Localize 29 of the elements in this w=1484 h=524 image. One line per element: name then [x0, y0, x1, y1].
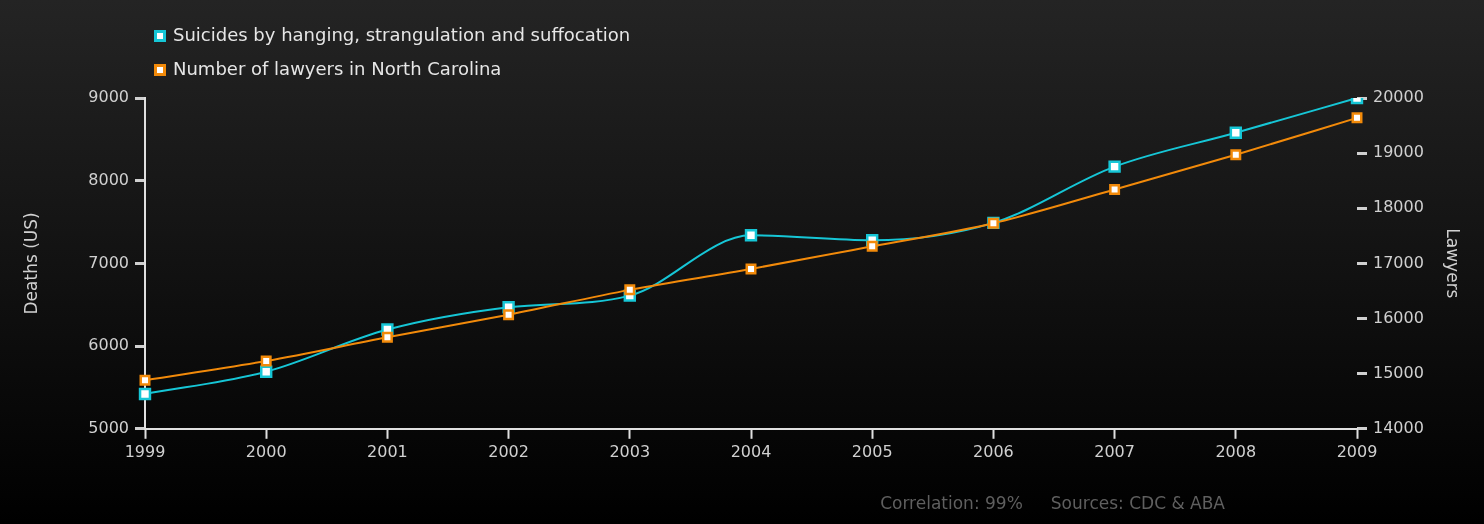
x-tick-label: 2000: [245, 441, 287, 461]
y-tick-label: 6000: [88, 335, 129, 355]
x-tick-label: 2004: [730, 441, 772, 461]
y2-tick-label: 16000: [1373, 307, 1424, 327]
y2-tick-label: 15000: [1373, 362, 1424, 382]
x-tick-label: 2008: [1215, 441, 1257, 461]
x-tick-label: 2007: [1094, 441, 1135, 461]
x-tick-label: 2003: [609, 441, 651, 461]
source-note: Sources: CDC & ABA: [1050, 493, 1226, 514]
y2-tick-label: 20000: [1373, 87, 1424, 107]
y2-axis-title: Lawyers: [1443, 228, 1464, 299]
x-tick-label: 2006: [973, 441, 1014, 461]
y-tick-label: 5000: [88, 417, 129, 437]
y-axis-title: Deaths (US): [20, 212, 41, 315]
y2-tick-label: 18000: [1373, 197, 1424, 217]
y-tick-label: 7000: [88, 252, 129, 272]
legend-label: Number of lawyers in North Carolina: [173, 57, 502, 79]
text: Correlation: 99%: [880, 493, 1023, 514]
y2-tick-label: 14000: [1373, 417, 1424, 437]
x-tick-label: 2002: [488, 441, 529, 461]
y-tick-label: 8000: [88, 169, 129, 189]
y-tick-label: 9000: [88, 87, 129, 107]
x-tick-label: 2001: [367, 441, 408, 461]
y2-tick-label: 17000: [1373, 252, 1424, 272]
y2-tick-label: 19000: [1373, 142, 1424, 162]
x-tick-label: 1999: [124, 441, 166, 461]
legend-label: Suicides by hanging, strangulation and suffocation: [173, 23, 631, 45]
x-tick-label: 2009: [1336, 441, 1378, 461]
x-tick-label: 2005: [851, 441, 893, 461]
